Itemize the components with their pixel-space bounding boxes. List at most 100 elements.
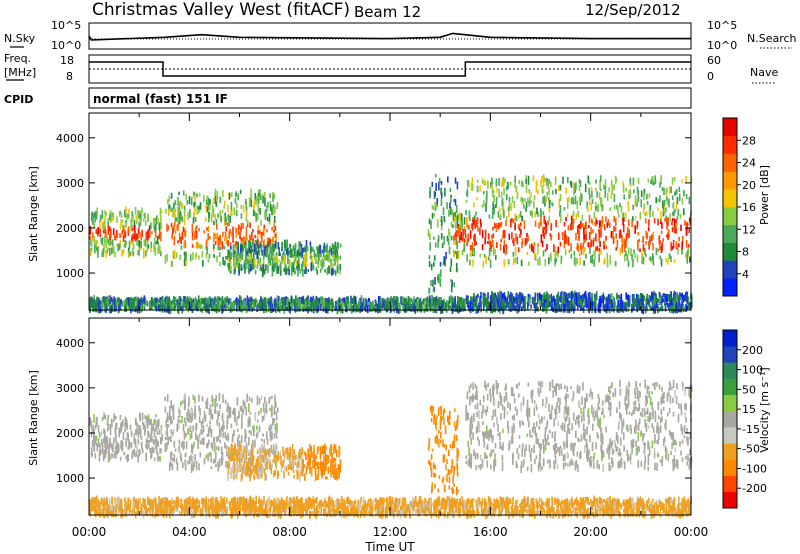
power-cell bbox=[641, 295, 644, 304]
power-cell bbox=[368, 299, 371, 306]
power-cell bbox=[637, 190, 639, 200]
power-cell bbox=[237, 247, 239, 255]
power-cell bbox=[127, 253, 130, 257]
power-cell bbox=[471, 177, 474, 185]
power-cell bbox=[551, 202, 554, 207]
power-cell bbox=[537, 307, 539, 312]
power-cell bbox=[111, 212, 114, 221]
power-cell bbox=[260, 262, 263, 268]
velocity-cell bbox=[112, 448, 114, 453]
power-cell bbox=[470, 182, 473, 191]
power-cell bbox=[274, 205, 276, 214]
power-cell bbox=[640, 190, 643, 198]
power-cell bbox=[480, 306, 482, 313]
power-cell bbox=[591, 218, 593, 224]
velocity-cell bbox=[293, 474, 295, 479]
power-cell bbox=[295, 303, 297, 313]
velocity-cell bbox=[291, 443, 294, 452]
power-cell bbox=[592, 229, 594, 234]
power-cell bbox=[432, 297, 434, 307]
power-cell bbox=[666, 187, 668, 193]
power-cell bbox=[570, 297, 573, 304]
power-cell bbox=[273, 193, 276, 199]
velocity-cell bbox=[256, 425, 258, 431]
power-cell bbox=[224, 260, 226, 266]
power-cell bbox=[229, 261, 232, 267]
power-cell bbox=[513, 238, 515, 247]
power-cell bbox=[288, 268, 290, 276]
velocity-cell bbox=[206, 433, 209, 437]
velocity-cell bbox=[94, 436, 96, 445]
power-cell bbox=[99, 214, 102, 222]
power-cell bbox=[613, 215, 615, 223]
power-cell bbox=[289, 243, 291, 247]
power-cell bbox=[182, 304, 184, 312]
power-cell bbox=[337, 242, 339, 250]
power-cell bbox=[250, 192, 253, 202]
power-cell bbox=[440, 297, 442, 306]
power-cell bbox=[233, 300, 236, 305]
power-cell bbox=[116, 230, 118, 238]
velocity-cell bbox=[266, 457, 269, 464]
power-cell bbox=[249, 253, 251, 262]
power-cell bbox=[664, 218, 666, 222]
power-cell bbox=[313, 249, 316, 258]
power-cell bbox=[260, 245, 263, 253]
power-cell bbox=[462, 303, 464, 307]
power-cell bbox=[328, 305, 330, 311]
power-cell bbox=[570, 181, 573, 188]
power-cell bbox=[156, 215, 158, 225]
power-cell bbox=[526, 251, 529, 255]
power-cell bbox=[622, 217, 624, 226]
power-cell bbox=[247, 250, 249, 257]
power-cell bbox=[671, 177, 674, 185]
power-cell bbox=[166, 223, 168, 232]
power-cell bbox=[279, 302, 281, 310]
power-cell bbox=[460, 235, 462, 241]
power-cell bbox=[624, 303, 626, 310]
power-cell bbox=[671, 226, 674, 233]
power-cell bbox=[279, 267, 282, 276]
velocity-cell bbox=[103, 438, 105, 442]
power-cell bbox=[534, 292, 537, 300]
velocity-cell bbox=[148, 439, 150, 449]
power-cell bbox=[548, 294, 551, 300]
power-cell bbox=[455, 232, 457, 237]
power-cell bbox=[240, 244, 242, 253]
power-cell bbox=[576, 258, 579, 265]
power-cell bbox=[542, 211, 545, 215]
power-cell bbox=[226, 255, 229, 260]
power-cell bbox=[433, 297, 436, 305]
power-cell bbox=[272, 204, 275, 210]
power-cell bbox=[477, 305, 479, 312]
power-cell bbox=[269, 245, 271, 253]
power-cell bbox=[178, 215, 181, 222]
power-ytick-label: 3000 bbox=[56, 177, 84, 190]
power-cell bbox=[446, 299, 448, 305]
power-cell bbox=[440, 232, 443, 240]
power-cell bbox=[140, 213, 143, 223]
power-cell bbox=[622, 224, 625, 233]
velocity-cell bbox=[245, 442, 248, 452]
power-cell bbox=[174, 229, 177, 235]
power-cell bbox=[253, 304, 256, 311]
power-cell bbox=[180, 301, 183, 307]
power-cell bbox=[261, 302, 264, 311]
power-cell bbox=[143, 239, 146, 246]
power-cell bbox=[238, 270, 240, 276]
velocity-cell bbox=[173, 440, 176, 448]
power-cell bbox=[527, 235, 529, 242]
power-cell bbox=[560, 255, 563, 264]
velocity-cell bbox=[152, 438, 155, 445]
power-cell bbox=[491, 190, 494, 198]
power-cell bbox=[557, 250, 559, 258]
power-cell bbox=[267, 300, 270, 308]
power-cell bbox=[589, 248, 591, 254]
power-cell bbox=[669, 301, 671, 308]
power-cell bbox=[505, 245, 508, 255]
power-cell bbox=[228, 263, 230, 271]
power-cell bbox=[455, 215, 457, 222]
power-cell bbox=[250, 246, 253, 254]
power-cell bbox=[545, 222, 547, 228]
power-cell bbox=[601, 219, 603, 228]
